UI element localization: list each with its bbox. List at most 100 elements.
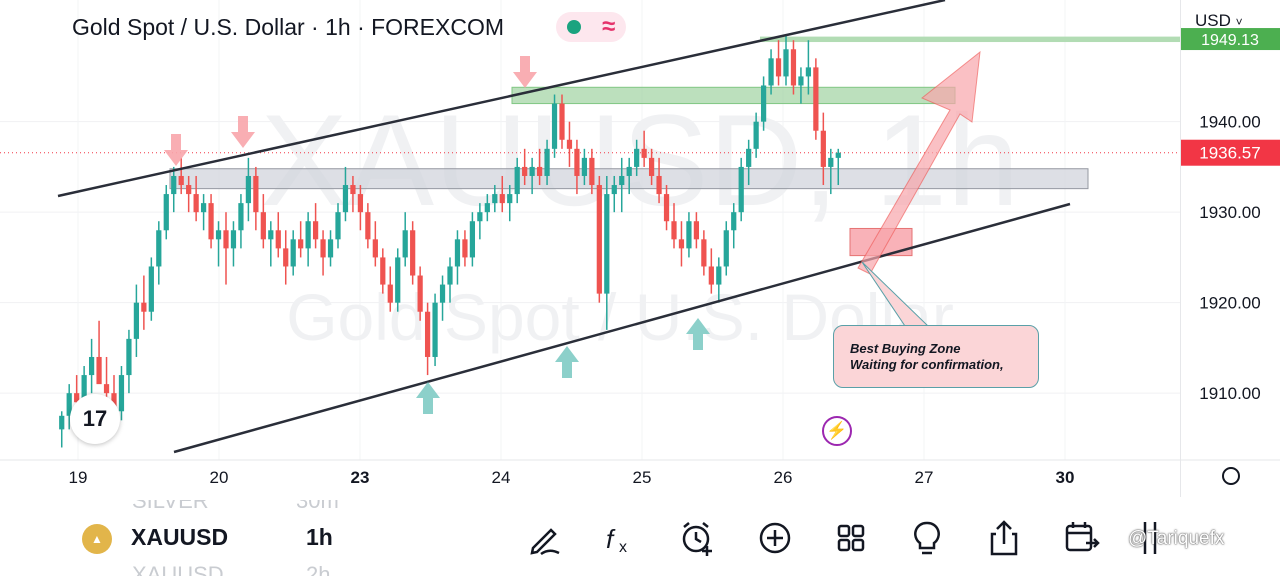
lightning-glyph: ⚡	[826, 421, 848, 440]
market-status-pill[interactable]: ≈	[556, 12, 626, 42]
current-price-label: 1936.57	[1199, 144, 1260, 163]
candle-body	[395, 257, 401, 303]
candle-body	[178, 175, 184, 186]
candle-body	[275, 230, 281, 249]
candle-body	[342, 185, 349, 213]
candle-body	[186, 185, 192, 195]
layout-grid-icon[interactable]	[831, 518, 871, 558]
candle-body	[783, 49, 789, 77]
share-icon[interactable]	[984, 518, 1024, 558]
candle-body	[589, 157, 595, 186]
chart-area[interactable]: XAUUSD, 1h Gold Spot / U.S. Dollar 1910.0…	[0, 0, 1280, 500]
candle-body	[447, 266, 453, 285]
buy-zone-note[interactable]: Best Buying Zone Waiting for confirmatio…	[833, 325, 1039, 388]
candle-body	[484, 203, 490, 213]
gold-bars-icon: ▲	[82, 524, 112, 554]
indicators-fx-icon[interactable]: f x	[600, 518, 640, 558]
approx-icon: ≈	[602, 13, 616, 40]
candle-body	[753, 121, 759, 149]
mid-resistance-zone	[511, 86, 956, 105]
candle-body	[611, 185, 617, 195]
candle-body	[641, 148, 647, 158]
candle-body	[798, 76, 804, 86]
alert-clock-icon[interactable]	[677, 518, 717, 558]
note-line-1: Best Buying Zone	[850, 341, 961, 356]
y-tick-label: 1910.00	[1199, 384, 1260, 403]
ghost-symbol-above: SILVER	[132, 500, 209, 513]
candle-body	[245, 175, 252, 204]
candle-body	[507, 194, 513, 204]
candle-body	[768, 58, 774, 86]
down-arrow-icon	[513, 56, 537, 88]
candle-body	[171, 175, 177, 195]
ruler-icon[interactable]	[1135, 518, 1175, 558]
candle-body	[335, 212, 341, 240]
candle-body	[454, 239, 461, 267]
y-tick-label: 1930.00	[1199, 203, 1260, 222]
symbol-selector[interactable]: XAUUSD	[131, 524, 229, 550]
candle-body	[260, 212, 266, 240]
candle-body	[738, 166, 744, 213]
candle-body	[790, 49, 797, 86]
candle-body	[163, 194, 169, 231]
timeframe-selector[interactable]: 1h	[306, 524, 333, 550]
add-plus-icon[interactable]	[755, 518, 795, 558]
candle-body	[417, 275, 423, 312]
lightning-icon[interactable]: ⚡	[822, 416, 852, 446]
candle-body	[223, 230, 229, 249]
svg-text:f: f	[606, 524, 616, 554]
ideas-bulb-icon[interactable]	[907, 518, 947, 558]
candle-body	[566, 139, 573, 149]
x-tick-label: 26	[774, 468, 793, 487]
candle-body	[268, 230, 274, 240]
candle-body	[686, 221, 692, 249]
settings-icon[interactable]	[1222, 467, 1240, 485]
candle-body	[499, 194, 505, 204]
market-open-dot-icon	[566, 20, 581, 34]
candle-body	[492, 194, 498, 204]
chart-title: Gold Spot / U.S. Dollar · 1h · FOREXCOM	[72, 14, 505, 40]
candle-body	[350, 185, 356, 195]
candle-body	[312, 221, 319, 240]
candle-body	[648, 157, 655, 176]
author-watermark: @Tariquefx	[1128, 528, 1225, 549]
candle-body	[574, 148, 580, 176]
replay-calendar-icon[interactable]	[1062, 518, 1102, 558]
candle-body	[59, 415, 65, 430]
y-tick-label: 1920.00	[1199, 294, 1260, 313]
ghost-tf-below: 2h	[306, 562, 331, 576]
candle-body	[81, 375, 87, 403]
target-price-label: 1949.13	[1201, 32, 1259, 49]
projection-arrow	[857, 50, 981, 275]
draw-icon[interactable]	[525, 518, 565, 558]
candle-body	[230, 230, 237, 249]
up-arrow-icon	[416, 382, 440, 414]
x-tick-label: 25	[633, 468, 652, 487]
candle-body	[522, 166, 528, 176]
candle-body	[387, 284, 393, 303]
candle-body	[656, 175, 662, 195]
candle-body	[215, 230, 222, 240]
candle-body	[320, 239, 326, 258]
channel-lower-line	[173, 202, 1071, 454]
candle-body	[619, 175, 625, 186]
tradingview-logo[interactable]: 17	[70, 394, 120, 444]
target-price-label-bg	[1180, 28, 1280, 51]
down-arrow-icon	[164, 134, 188, 166]
candle-body	[66, 393, 72, 416]
candle-body	[731, 212, 737, 231]
candle-body	[439, 284, 446, 303]
x-tick-label: 23	[351, 468, 370, 487]
candle-body	[581, 157, 588, 176]
currency-selector[interactable]: USD ˅	[1195, 11, 1243, 31]
candle-body	[835, 152, 841, 158]
tv-logo-text: 17	[82, 406, 108, 431]
candle-body	[805, 67, 812, 77]
candle-body	[126, 338, 132, 376]
candle-body	[327, 239, 334, 258]
price-axis-separator	[1180, 0, 1181, 497]
ghost-symbol-below: XAUUSD	[132, 562, 224, 576]
candle-body	[775, 58, 782, 77]
candle-body	[103, 384, 110, 394]
